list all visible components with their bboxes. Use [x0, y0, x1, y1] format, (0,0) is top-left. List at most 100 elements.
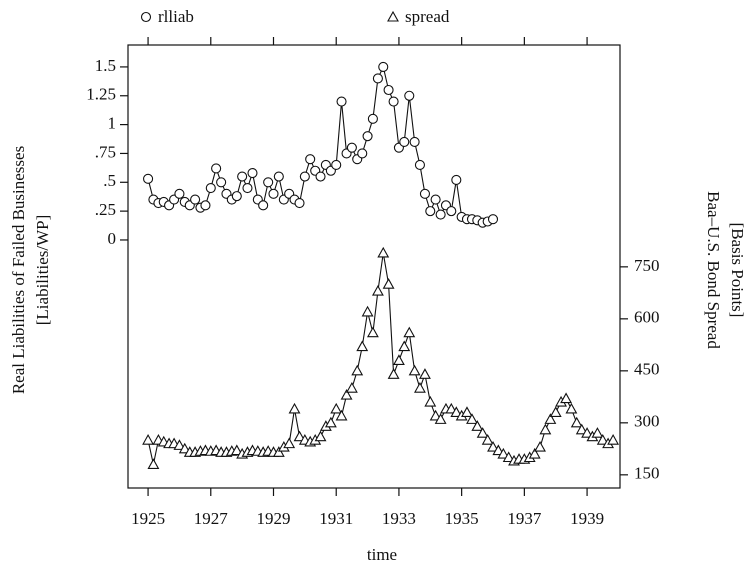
point [434, 413, 447, 424]
point [273, 171, 284, 182]
point [450, 406, 463, 417]
x-tick-label: 1933 [382, 509, 416, 528]
point [372, 73, 383, 84]
point [502, 451, 515, 463]
point [378, 61, 389, 72]
point [414, 382, 426, 393]
point [466, 413, 478, 424]
x-tick-label: 1929 [256, 509, 290, 528]
point [147, 458, 160, 469]
point [283, 437, 296, 449]
point [404, 90, 415, 101]
point [528, 447, 541, 459]
point [570, 416, 583, 428]
point [142, 434, 155, 445]
point [471, 420, 484, 431]
point [497, 447, 510, 459]
point [429, 409, 442, 421]
point [211, 163, 222, 174]
point [362, 131, 373, 142]
point [377, 246, 390, 258]
point [336, 96, 347, 107]
legend-marker [387, 10, 399, 22]
point [366, 326, 379, 338]
y2-tick-label: 150 [634, 464, 660, 483]
point [539, 423, 552, 435]
point [371, 284, 384, 296]
point [335, 409, 348, 421]
y2-axis-label: [Basis Points] [728, 223, 747, 318]
point [399, 136, 410, 147]
x-tick-label: 1925 [131, 509, 165, 528]
point [409, 136, 420, 147]
point [351, 364, 364, 376]
point [461, 406, 473, 417]
point [178, 442, 191, 454]
point [174, 188, 185, 199]
y-tick-label: 1 [108, 114, 117, 133]
y-tick-label: 0 [108, 229, 117, 248]
point [143, 173, 154, 184]
point [361, 305, 374, 317]
point [430, 194, 441, 205]
point [408, 364, 421, 376]
x-axis-label: time [367, 545, 397, 564]
point [272, 446, 285, 457]
y2-tick-label: 450 [634, 360, 660, 379]
x-tick-label: 1935 [445, 509, 479, 528]
point [190, 194, 201, 205]
point [356, 340, 369, 352]
x-tick-label: 1939 [570, 509, 604, 528]
point [544, 413, 557, 424]
point [357, 148, 368, 159]
point [565, 402, 578, 414]
point [419, 188, 431, 199]
point [314, 430, 327, 442]
point [392, 354, 405, 365]
point [481, 434, 494, 445]
y2-tick-label: 750 [634, 256, 660, 275]
point [205, 183, 216, 194]
point [446, 206, 457, 217]
point [263, 177, 274, 188]
point [330, 402, 343, 414]
point [487, 440, 499, 452]
point [299, 171, 310, 182]
legend-label: rlliab [158, 7, 194, 26]
y2-axis-label: Baa–U.S. Bond Spread [704, 191, 723, 349]
point [388, 96, 399, 107]
y-tick-label: 1.25 [86, 85, 116, 104]
point [324, 416, 337, 428]
point [331, 159, 342, 171]
point [242, 183, 253, 194]
x-tick-label: 1937 [507, 509, 542, 528]
y-tick-label: 1.5 [95, 56, 116, 75]
point [268, 188, 279, 199]
point [383, 84, 394, 96]
x-tick-label: 1927 [194, 509, 229, 528]
y-tick-label: .75 [95, 142, 116, 161]
point [445, 402, 458, 414]
point [216, 177, 227, 188]
point [258, 200, 269, 211]
point [575, 423, 588, 435]
x-tick-label: 1931 [319, 509, 353, 528]
y-axis-label: [Liabilities/WP] [33, 215, 52, 325]
point [403, 326, 416, 338]
point [230, 444, 243, 456]
point [387, 368, 400, 379]
point [382, 278, 395, 289]
point [492, 444, 505, 456]
y-tick-label: .25 [95, 200, 116, 219]
legend-label: spread [405, 7, 450, 26]
point [425, 206, 436, 217]
point [581, 427, 594, 438]
point [398, 340, 411, 352]
legend-marker [140, 11, 152, 23]
point [596, 434, 609, 445]
point [367, 113, 378, 124]
point [476, 427, 489, 438]
point [487, 214, 499, 225]
